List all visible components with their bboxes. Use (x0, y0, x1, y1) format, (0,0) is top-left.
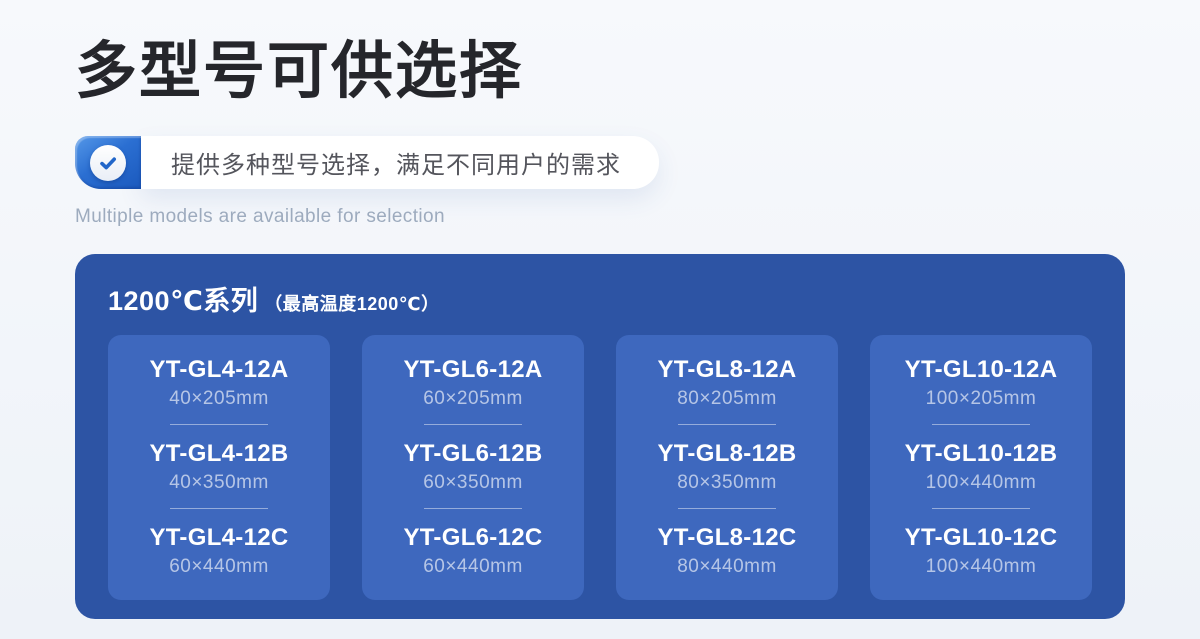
model-entry: YT-GL8-12C 80×440mm (616, 522, 838, 579)
model-name: YT-GL10-12B (904, 440, 1058, 467)
model-entry: YT-GL6-12B 60×350mm (362, 438, 584, 495)
model-entry: YT-GL10-12B 100×440mm (870, 438, 1092, 495)
model-name: YT-GL8-12C (657, 524, 797, 551)
model-entry: YT-GL4-12B 40×350mm (108, 438, 330, 495)
model-divider (932, 508, 1030, 509)
model-entry: YT-GL4-12C 60×440mm (108, 522, 330, 579)
model-size: 60×440mm (423, 556, 523, 577)
model-name: YT-GL10-12C (904, 524, 1058, 551)
page-title: 多型号可供选择 (75, 34, 524, 107)
model-size: 80×440mm (677, 556, 777, 577)
model-cards: YT-GL4-12A 40×205mm YT-GL4-12B 40×350mm YT-G… (108, 335, 1092, 600)
model-size: 100×440mm (925, 472, 1037, 493)
model-divider (170, 508, 268, 509)
series-subtitle: （最高温度1200℃） (264, 294, 440, 314)
model-divider (424, 424, 522, 425)
model-card: YT-GL6-12A 60×205mm YT-GL6-12B 60×350mm YT-G… (362, 335, 584, 600)
model-size: 40×350mm (169, 472, 269, 493)
model-entry: YT-GL10-12A 100×205mm (870, 354, 1092, 411)
model-entry: YT-GL6-12C 60×440mm (362, 522, 584, 579)
model-entry: YT-GL6-12A 60×205mm (362, 354, 584, 411)
series-title: 1200℃系列 (108, 286, 259, 316)
model-name: YT-GL10-12A (904, 356, 1058, 383)
model-name: YT-GL6-12C (403, 524, 543, 551)
check-circle (90, 144, 126, 181)
model-name: YT-GL6-12B (403, 440, 543, 467)
model-name: YT-GL8-12A (657, 356, 797, 383)
model-name: YT-GL4-12B (149, 440, 289, 467)
model-size: 60×205mm (423, 388, 523, 409)
model-size: 80×205mm (677, 388, 777, 409)
model-entry: YT-GL8-12B 80×350mm (616, 438, 838, 495)
model-card: YT-GL4-12A 40×205mm YT-GL4-12B 40×350mm YT-G… (108, 335, 330, 600)
model-divider (170, 424, 268, 425)
model-name: YT-GL8-12B (657, 440, 797, 467)
model-name: YT-GL4-12C (149, 524, 289, 551)
model-entry: YT-GL8-12A 80×205mm (616, 354, 838, 411)
model-size: 100×205mm (925, 388, 1037, 409)
subtitle-english: Multiple models are available for select… (75, 206, 445, 227)
model-divider (678, 424, 776, 425)
page: 多型号可供选择 提供多种型号选择，满足不同用户的需求 Multiple mode… (75, 34, 1125, 619)
check-badge (75, 136, 141, 189)
model-name: YT-GL4-12A (149, 356, 289, 383)
model-card: YT-GL8-12A 80×205mm YT-GL8-12B 80×350mm YT-G… (616, 335, 838, 600)
model-size: 80×350mm (677, 472, 777, 493)
model-size: 40×205mm (169, 388, 269, 409)
model-size: 100×440mm (925, 556, 1037, 577)
model-divider (678, 508, 776, 509)
feature-pill: 提供多种型号选择，满足不同用户的需求 (141, 136, 659, 189)
model-card: YT-GL10-12A 100×205mm YT-GL10-12B 100×440mm… (870, 335, 1092, 600)
model-size: 60×350mm (423, 472, 523, 493)
feature-banner: 提供多种型号选择，满足不同用户的需求 (75, 136, 659, 189)
model-divider (424, 508, 522, 509)
model-entry: YT-GL4-12A 40×205mm (108, 354, 330, 411)
model-name: YT-GL6-12A (403, 356, 543, 383)
check-icon (96, 151, 120, 175)
feature-text: 提供多种型号选择，满足不同用户的需求 (171, 152, 621, 179)
model-divider (932, 424, 1030, 425)
model-size: 60×440mm (169, 556, 269, 577)
series-header: 1200℃系列 （最高温度1200℃） (108, 279, 1092, 318)
series-panel: 1200℃系列 （最高温度1200℃） YT-GL4-12A 40×205mm YT… (75, 254, 1125, 619)
model-entry: YT-GL10-12C 100×440mm (870, 522, 1092, 579)
